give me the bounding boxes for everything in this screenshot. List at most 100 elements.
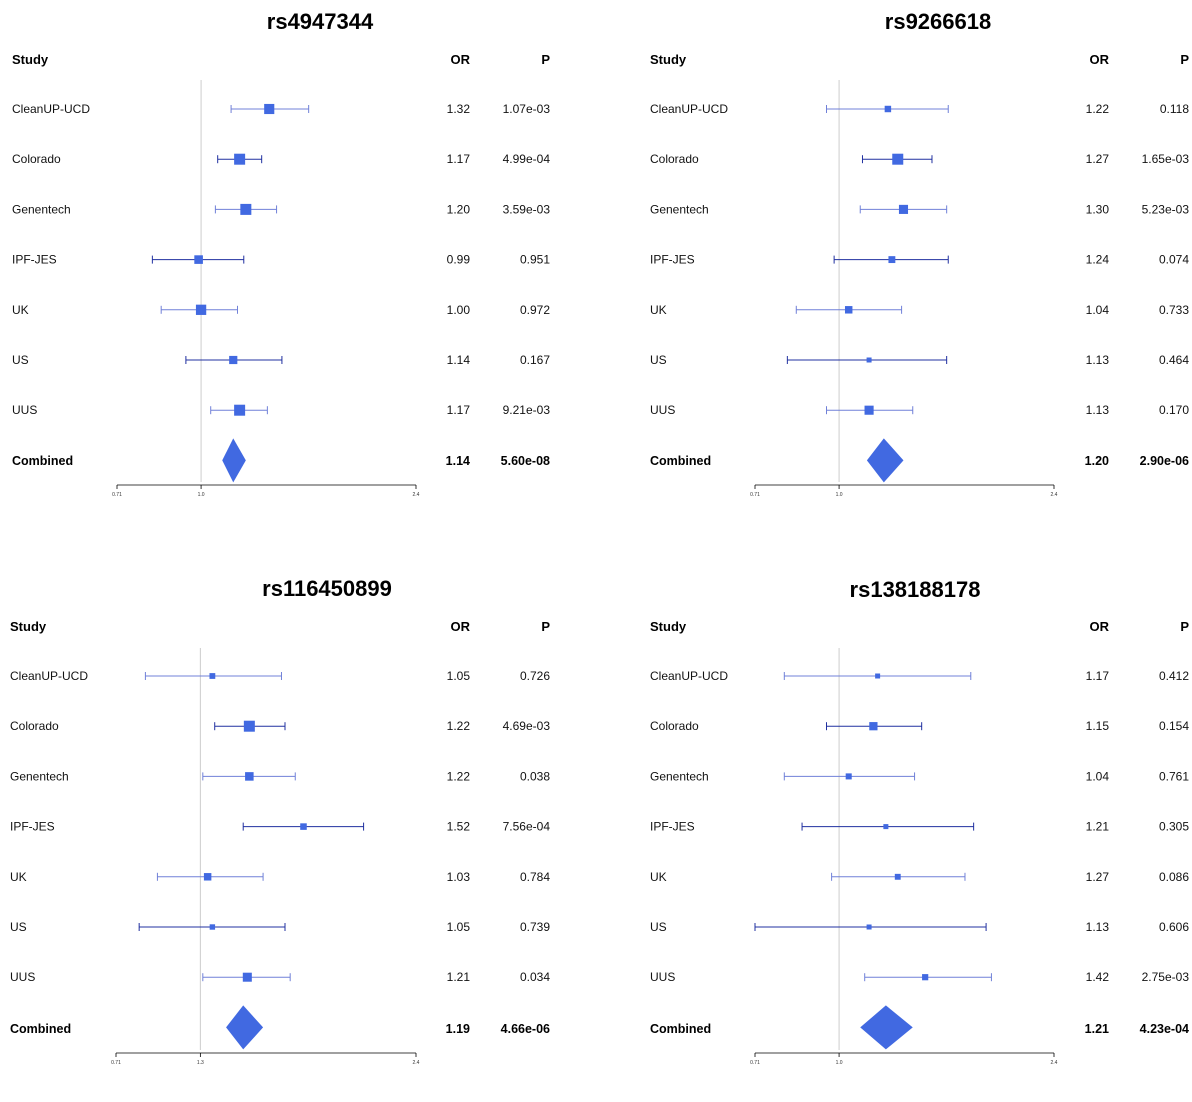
study-p: 4.99e-04	[503, 152, 551, 166]
point-estimate-marker	[922, 974, 929, 981]
combined-or: 1.14	[446, 454, 470, 468]
combined-label: Combined	[12, 454, 73, 468]
study-name: UK	[650, 870, 667, 884]
study-p: 0.154	[1159, 719, 1189, 733]
point-estimate-marker	[888, 256, 896, 264]
combined-label: Combined	[650, 1022, 711, 1036]
study-or: 1.22	[447, 769, 471, 783]
study-rows: CleanUP-UCD 1.32 1.07e-03 Colorado 1.17 4.99e…	[12, 102, 550, 417]
study-name: Genentech	[12, 202, 71, 216]
forest-plot: rs116450899 Study OR P CleanUP-UCD 1.05 0.…	[10, 576, 551, 1066]
study-p: 0.086	[1159, 870, 1189, 884]
study-name: Genentech	[10, 769, 69, 783]
or-column-header: OR	[1090, 52, 1110, 67]
study-p: 0.464	[1159, 353, 1189, 367]
point-estimate-marker	[243, 720, 255, 732]
study-p: 5.23e-03	[1142, 202, 1190, 216]
study-p: 0.412	[1159, 669, 1189, 683]
study-name: UUS	[10, 970, 35, 984]
point-estimate-marker	[300, 823, 307, 830]
point-estimate-marker	[209, 673, 216, 679]
study-name: Genentech	[650, 769, 709, 783]
forest-panel-rs9266618: rs9266618 Study OR P CleanUP-UCD 1.22 0.11…	[638, 0, 1192, 534]
p-column-header: P	[541, 52, 550, 67]
plot-area: 0.71 1.3 2.4	[111, 648, 420, 1066]
study-or: 0.99	[447, 253, 471, 267]
x-tick-label: 0.71	[112, 492, 122, 498]
study-or: 1.14	[447, 353, 471, 367]
study-p: 0.038	[520, 769, 550, 783]
study-name: Colorado	[10, 719, 59, 733]
study-p: 0.118	[1160, 102, 1189, 116]
study-p: 1.07e-03	[503, 102, 551, 116]
study-or: 1.13	[1086, 920, 1110, 934]
plot-title: rs9266618	[885, 9, 991, 34]
combined-diamond	[222, 438, 246, 483]
study-or: 1.17	[447, 152, 471, 166]
point-estimate-marker	[845, 773, 852, 780]
study-p: 0.167	[520, 353, 550, 367]
point-estimate-marker	[229, 355, 238, 365]
study-name: UK	[10, 870, 27, 884]
point-estimate-marker	[884, 105, 892, 113]
p-column-header: P	[1180, 52, 1189, 67]
point-estimate-marker	[898, 204, 909, 214]
x-tick-label: 1.0	[836, 492, 843, 498]
study-p: 0.606	[1159, 920, 1189, 934]
study-p: 0.726	[520, 669, 550, 683]
study-or: 1.24	[1086, 253, 1110, 267]
study-p: 1.65e-03	[1142, 152, 1190, 166]
combined-p: 2.90e-06	[1140, 454, 1189, 468]
study-or: 1.04	[1086, 769, 1110, 783]
combined-label: Combined	[10, 1022, 71, 1036]
point-estimate-marker	[245, 772, 254, 781]
point-estimate-marker	[242, 972, 252, 982]
point-estimate-marker	[892, 153, 904, 165]
or-column-header: OR	[451, 52, 471, 67]
combined-p: 5.60e-08	[501, 454, 550, 468]
or-column-header: OR	[1090, 619, 1110, 634]
forest-plot: rs9266618 Study OR P CleanUP-UCD 1.22 0.11…	[650, 9, 1189, 498]
study-rows: CleanUP-UCD 1.22 0.118 Colorado 1.27 1.65e-03…	[650, 102, 1189, 417]
point-estimate-marker	[234, 404, 246, 416]
x-tick-label: 2.4	[413, 492, 420, 498]
combined-or: 1.20	[1085, 454, 1109, 468]
point-estimate-marker	[883, 824, 889, 830]
study-or: 1.13	[1086, 353, 1110, 367]
study-or: 1.27	[1086, 870, 1110, 884]
plot-title: rs138188178	[850, 577, 981, 602]
point-estimate-marker	[209, 924, 216, 930]
study-or: 1.32	[447, 102, 471, 116]
point-estimate-marker	[234, 153, 246, 165]
study-p: 0.761	[1159, 769, 1189, 783]
combined-or: 1.21	[1085, 1022, 1109, 1036]
plot-title: rs116450899	[262, 576, 392, 601]
study-p: 9.21e-03	[503, 403, 551, 417]
study-name: IPF-JES	[650, 253, 695, 267]
study-or: 1.42	[1086, 970, 1110, 984]
study-or: 1.17	[447, 403, 471, 417]
x-tick-label: 1.3	[197, 1060, 204, 1066]
study-name: US	[650, 920, 667, 934]
point-estimate-marker	[203, 873, 212, 881]
study-or: 1.15	[1086, 719, 1110, 733]
study-column-header: Study	[650, 52, 687, 67]
study-name: CleanUP-UCD	[650, 669, 728, 683]
x-tick-label: 0.71	[750, 1060, 760, 1066]
study-p: 7.56e-04	[503, 820, 551, 834]
combined-diamond	[226, 1005, 264, 1050]
point-estimate-marker	[875, 673, 881, 679]
point-estimate-marker	[869, 722, 878, 731]
study-name: IPF-JES	[10, 820, 55, 834]
study-or: 1.22	[1086, 102, 1110, 116]
study-name: UK	[12, 303, 29, 317]
point-estimate-marker	[894, 873, 901, 880]
or-column-header: OR	[451, 619, 471, 634]
study-column-header: Study	[12, 52, 49, 67]
study-p: 0.305	[1159, 820, 1189, 834]
study-or: 1.21	[447, 970, 471, 984]
point-estimate-marker	[194, 255, 203, 264]
study-p: 0.951	[520, 253, 550, 267]
p-column-header: P	[1180, 619, 1189, 634]
plot-area: 0.71 1.0 2.4	[112, 80, 420, 498]
